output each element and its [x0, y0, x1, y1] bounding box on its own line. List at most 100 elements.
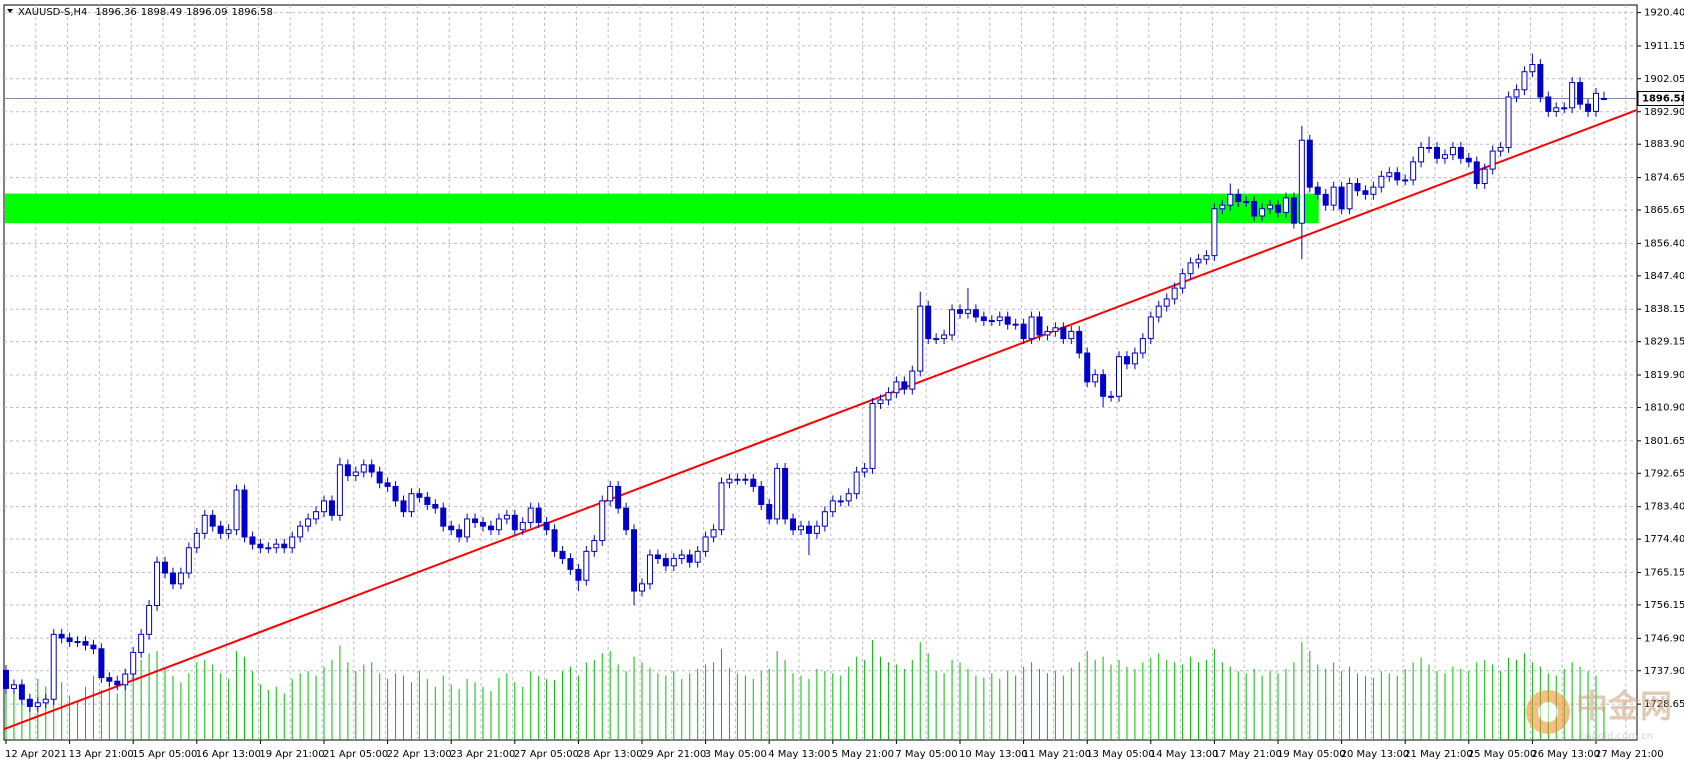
- x-tick-label: 7 May 05:00: [895, 749, 957, 760]
- candle-body: [130, 651, 137, 675]
- x-tick-label: 3 May 05:00: [705, 749, 767, 760]
- candle-body: [694, 550, 701, 563]
- candle-body: [949, 309, 956, 336]
- watermark-brand: 中金网: [1576, 687, 1672, 725]
- candle-body: [1354, 183, 1361, 192]
- candle-body: [877, 399, 884, 405]
- candle-body: [10, 684, 17, 689]
- candle-body: [972, 309, 979, 318]
- candle-body: [360, 464, 367, 473]
- candle-body: [805, 525, 812, 534]
- candle-body: [1155, 305, 1162, 318]
- x-tick-label: 29 Apr 21:00: [641, 749, 706, 760]
- candle-body: [82, 641, 89, 646]
- x-tick-label: 16 Apr 13:00: [196, 749, 261, 760]
- candle-body: [1370, 186, 1377, 195]
- y-tick-label: 1856.40: [1644, 238, 1684, 249]
- candles-layer: [3, 53, 1607, 712]
- candle-body: [66, 637, 73, 643]
- symbol: XAUUSD-S,H4: [18, 7, 87, 18]
- grid: [4, 5, 1637, 740]
- candle-body: [114, 680, 121, 686]
- candle-body: [623, 507, 630, 531]
- candle-body: [58, 633, 65, 639]
- candle-body: [885, 392, 892, 401]
- candle-body: [328, 500, 335, 516]
- x-tick-label: 19 Apr 21:00: [259, 749, 324, 760]
- candle-body: [1577, 82, 1584, 105]
- candle-body: [384, 482, 391, 487]
- candle-body: [3, 669, 9, 689]
- candle-body: [305, 518, 312, 527]
- candle-body: [988, 320, 995, 323]
- y-tick-label: 1911.15: [1644, 41, 1684, 52]
- y-tick-label: 1810.90: [1644, 402, 1684, 413]
- candle-body: [1306, 139, 1313, 188]
- candle-body: [1243, 201, 1250, 204]
- support-zone: [5, 193, 1319, 224]
- y-tick-label: 1892.90: [1644, 107, 1684, 118]
- y-tick-label: 1765.15: [1644, 567, 1684, 578]
- x-tick-label: 26 May 13:00: [1531, 749, 1600, 760]
- x-tick-label: 12 Apr 2021: [5, 749, 67, 760]
- y-tick-label: 1920.40: [1644, 8, 1684, 19]
- candle-body: [964, 309, 971, 314]
- x-tick-label: 17 May 21:00: [1213, 749, 1282, 760]
- candle-body: [138, 633, 145, 653]
- menu-arrow[interactable]: [7, 9, 13, 13]
- x-tick-label: 22 Apr 13:00: [387, 749, 452, 760]
- volume-layer: [5, 640, 1605, 740]
- candle-body: [1521, 71, 1528, 91]
- candle-body: [1394, 172, 1401, 181]
- candle-body: [996, 316, 1003, 322]
- candle-body: [766, 503, 773, 520]
- candle-body: [853, 471, 860, 495]
- candle-body: [1052, 327, 1059, 332]
- candle-body: [281, 543, 288, 549]
- candle-body: [575, 568, 582, 581]
- candle-body: [98, 648, 105, 679]
- candle-body: [654, 554, 661, 560]
- candle-body: [1330, 186, 1337, 206]
- y-tick-label: 1756.15: [1644, 600, 1684, 611]
- candle-body: [1116, 356, 1122, 397]
- candle-body: [1163, 298, 1170, 307]
- candle-body: [1227, 193, 1234, 206]
- candle-body: [1434, 146, 1440, 159]
- candle-body: [169, 572, 176, 585]
- candle-body: [424, 496, 431, 505]
- x-tick-label: 4 May 13:00: [768, 749, 830, 760]
- y-tick-label: 1883.90: [1644, 139, 1684, 150]
- candle-body: [495, 518, 502, 531]
- candle-body: [321, 500, 327, 513]
- candle-body: [90, 644, 97, 650]
- candle-body: [1195, 258, 1202, 264]
- candle-body: [456, 529, 463, 538]
- candle-body: [519, 522, 526, 531]
- y-tick-label: 1801.65: [1644, 436, 1684, 447]
- y-tick-label: 1874.65: [1644, 173, 1684, 184]
- candle-body: [734, 478, 741, 481]
- candle-body: [1036, 316, 1043, 336]
- candle-body: [503, 514, 510, 520]
- candle-body: [50, 633, 57, 700]
- y-tick-label: 1728.65: [1644, 699, 1684, 710]
- x-tick-label: 11 May 21:00: [1023, 749, 1092, 760]
- candle-body: [1012, 323, 1019, 326]
- candle-body: [1068, 330, 1075, 340]
- candle-body: [1147, 316, 1154, 340]
- candle-body: [1179, 273, 1186, 289]
- candle-body: [782, 467, 789, 520]
- candle-body: [726, 478, 733, 484]
- candle-body: [933, 338, 940, 341]
- candle-body: [837, 500, 844, 503]
- x-tick-label: 13 May 05:00: [1086, 749, 1155, 760]
- candle-body: [1497, 146, 1504, 152]
- candle-body: [1505, 96, 1512, 148]
- candle-body: [1346, 183, 1353, 210]
- x-tick-label: 15 Apr 05:00: [132, 749, 197, 760]
- candle-body: [1529, 64, 1536, 73]
- candle-body: [1211, 208, 1218, 257]
- candle-body: [400, 500, 407, 513]
- candle-body: [209, 514, 216, 527]
